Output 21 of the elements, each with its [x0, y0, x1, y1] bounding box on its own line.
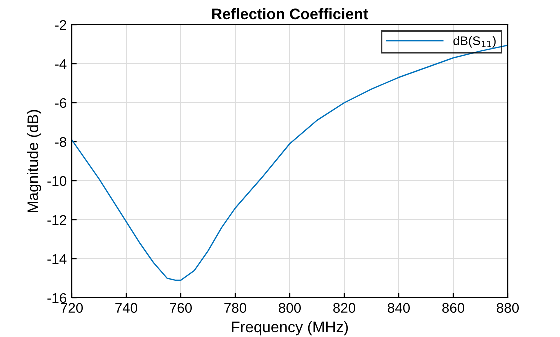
y-tick-label: -12 — [48, 215, 66, 226]
x-tick-label: 820 — [334, 303, 356, 314]
x-tick-label: 800 — [279, 303, 302, 314]
x-tick-label: 840 — [388, 303, 410, 314]
x-tick-label: 860 — [442, 303, 465, 314]
x-axis-title: Frequency (MHz) — [232, 321, 348, 336]
x-tick-label: 780 — [224, 303, 247, 314]
y-tick-label: -2 — [55, 20, 66, 30]
x-tick-label: 880 — [497, 303, 520, 314]
y-tick-label: -14 — [48, 254, 67, 264]
legend-label: dB(S$_{11}$) — [454, 36, 496, 48]
y-tick-label: -10 — [48, 176, 67, 186]
y-tick-label: -4 — [55, 59, 67, 70]
y-tick-label: -16 — [48, 293, 67, 304]
x-tick-label: 720 — [61, 303, 84, 314]
x-tick-label: 760 — [170, 303, 192, 314]
y-tick-label: -6 — [55, 98, 67, 108]
x-tick-label: 740 — [116, 303, 138, 314]
y-tick-label: -8 — [55, 137, 67, 148]
chart-title: Reflection Coefficient — [212, 8, 368, 20]
y-axis-title: Magnitude (dB) — [27, 110, 42, 212]
